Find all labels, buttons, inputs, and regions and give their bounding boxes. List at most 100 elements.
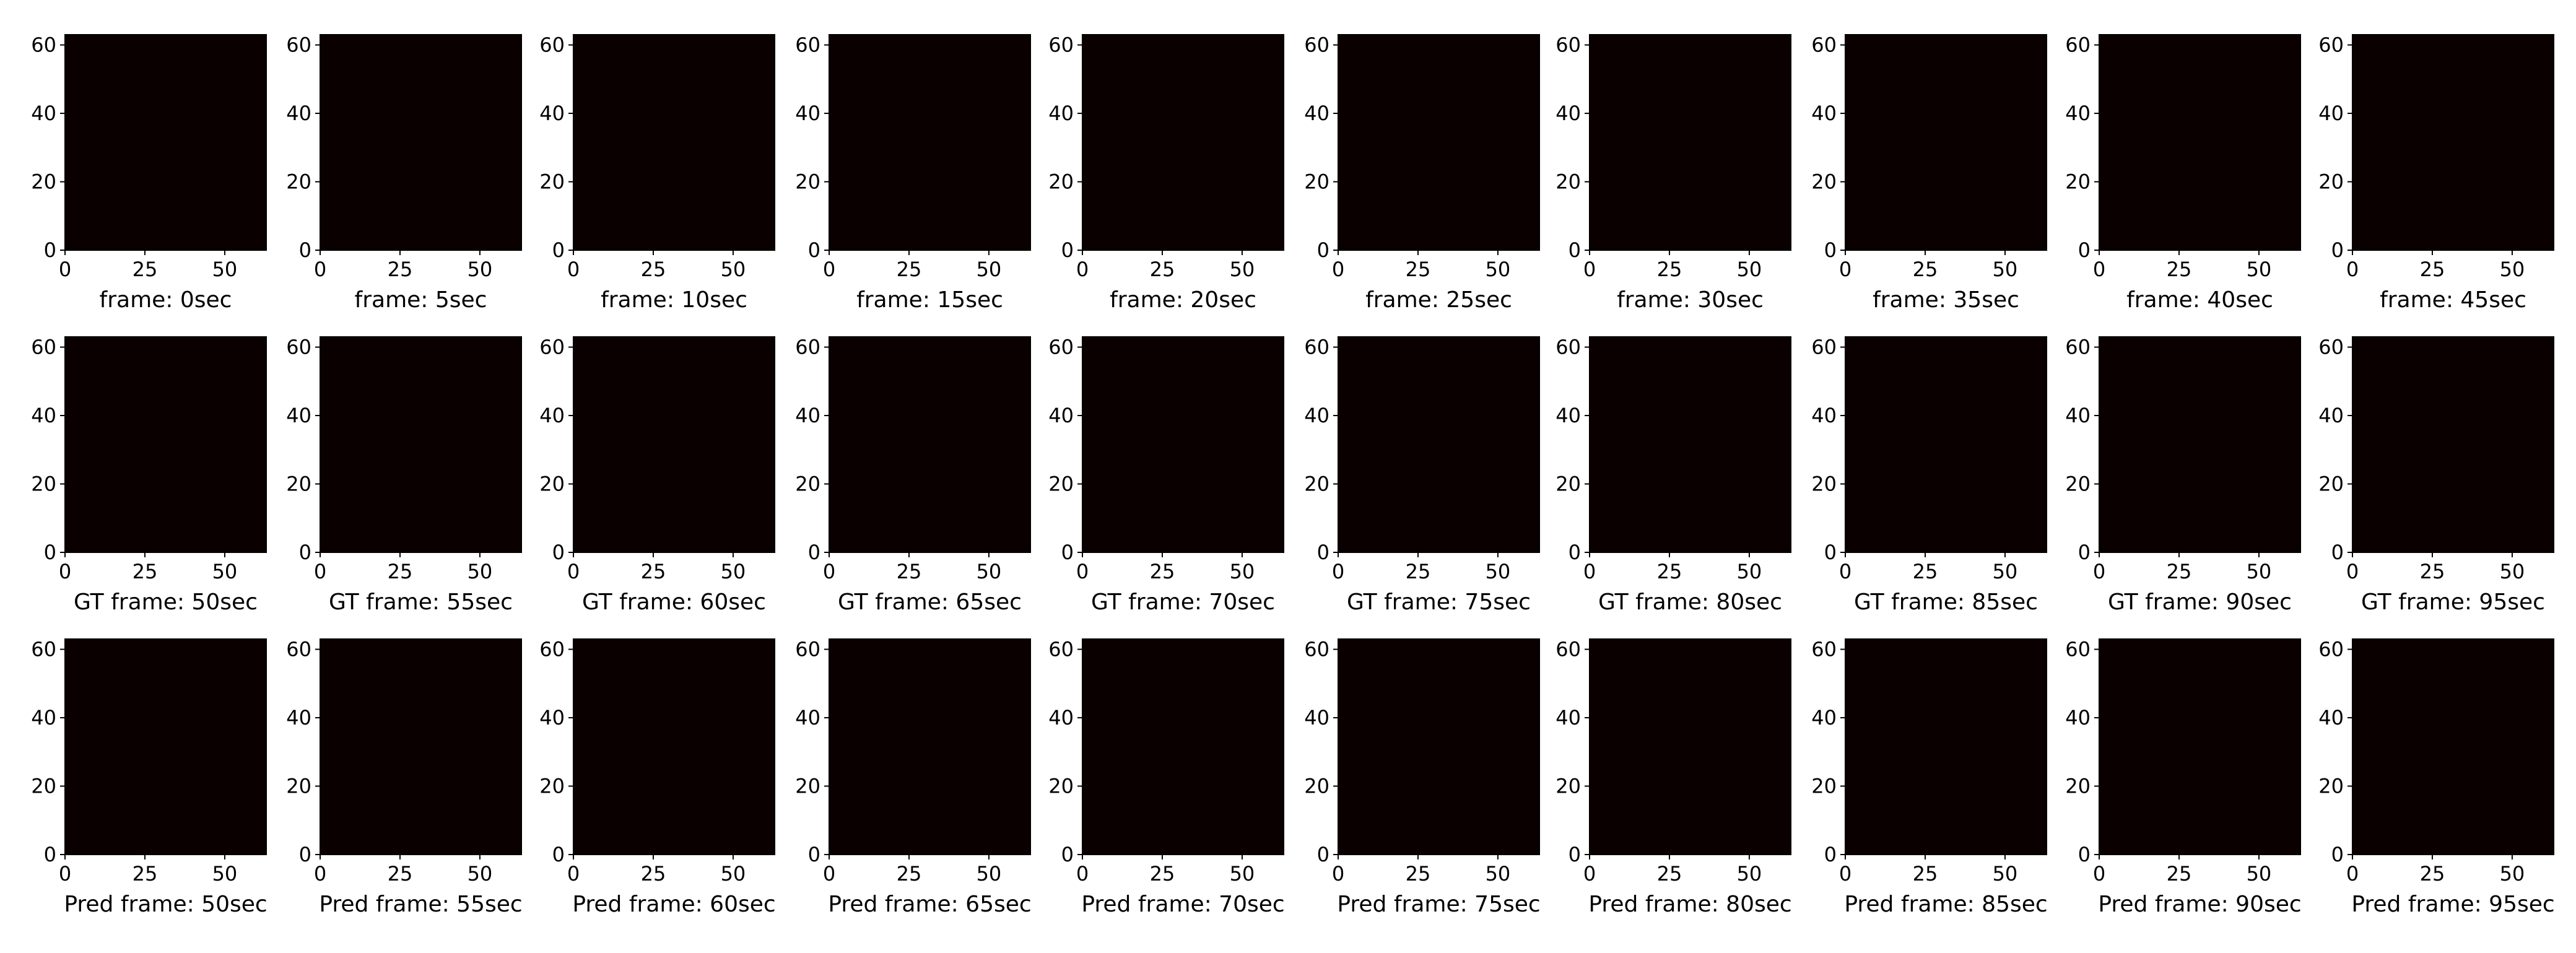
- panel-caption: GT frame: 50sec: [74, 590, 258, 615]
- heatmap-panel: 0 20 40 60 0 25 50 frame: 25sec: [1304, 33, 1540, 313]
- x-tick-label: 25: [2167, 862, 2192, 886]
- y-tick-label: 20: [1048, 170, 1074, 194]
- y-tick-label: 40: [1556, 102, 1581, 125]
- lower-dark-region: [2099, 716, 2300, 855]
- x-tick-label: 25: [133, 560, 158, 583]
- heatmap-panel: 0 20 40 60 0 25 50 Pred frame: 70sec: [1048, 638, 1284, 917]
- x-tick-label: 25: [897, 560, 922, 583]
- heatmap-image: [320, 35, 521, 250]
- x-tick-label: 50: [1230, 862, 1255, 886]
- x-tick-label: 25: [133, 862, 158, 886]
- x-tick-label: 0: [1332, 560, 1344, 583]
- x-tick-label: 25: [2167, 560, 2192, 583]
- heatmap-panel: 0 20 40 60 0 25 50 Pred frame: 80sec: [1556, 638, 1791, 917]
- y-tick-label: 60: [2318, 33, 2344, 57]
- x-tick-label: 50: [1486, 862, 1511, 886]
- heatmap-image: [65, 337, 266, 552]
- y-tick-label: 60: [31, 336, 56, 359]
- y-tick-label: 20: [1304, 775, 1329, 798]
- lower-dark-region: [2099, 112, 2300, 250]
- y-tick-label: 0: [1824, 541, 1837, 564]
- y-tick-label: 60: [286, 638, 311, 661]
- y-tick-label: 60: [1304, 638, 1329, 661]
- y-tick-label: 0: [1317, 843, 1329, 866]
- y-tick-label: 60: [1556, 33, 1581, 57]
- axes-frame: [1082, 34, 1284, 251]
- heatmap-panel: 0 20 40 60 0 25 50 Pred frame: 85sec: [1811, 638, 2047, 917]
- axes-frame: [1845, 336, 2047, 553]
- x-tick-label: 25: [1150, 258, 1175, 281]
- x-tick-label: 0: [59, 258, 71, 281]
- x-tick-label: 0: [2346, 862, 2359, 886]
- panel-caption: frame: 20sec: [1110, 287, 1256, 313]
- heatmap-panel: 0 20 40 60 0 25 50 Pred frame: 65sec: [795, 638, 1031, 917]
- axes-frame: [573, 336, 775, 553]
- x-tick-label: 50: [2500, 862, 2525, 886]
- x-tick-label: 50: [2500, 560, 2525, 583]
- heatmap-panel: 0 20 40 60 0 25 50 frame: 10sec: [539, 33, 775, 313]
- y-tick-label: 40: [1556, 706, 1581, 729]
- heatmap-panel: 0 20 40 60 0 25 50 Pred frame: 75sec: [1304, 638, 1540, 917]
- panel-caption: GT frame: 60sec: [582, 590, 766, 615]
- axes-frame: [2352, 638, 2554, 855]
- x-tick-label: 50: [1230, 560, 1255, 583]
- y-tick-label: 40: [31, 102, 56, 125]
- y-tick-label: 40: [1304, 404, 1329, 427]
- y-tick-label: 0: [1317, 541, 1329, 564]
- x-tick-label: 0: [1583, 862, 1596, 886]
- y-tick-label: 20: [539, 170, 565, 194]
- panel-caption: frame: 45sec: [2380, 287, 2526, 313]
- y-tick-label: 40: [1811, 706, 1837, 729]
- x-tick-label: 50: [1737, 862, 1762, 886]
- heatmap-panel: 0 20 40 60 0 25 50 GT frame: 90sec: [2065, 336, 2301, 615]
- x-tick-label: 25: [1657, 560, 1682, 583]
- panel-caption: Pred frame: 55sec: [319, 892, 522, 917]
- y-tick-label: 0: [2078, 238, 2091, 262]
- axes-frame: [1338, 34, 1540, 251]
- heatmap-image: [829, 639, 1030, 855]
- y-tick-label: 20: [2318, 170, 2344, 194]
- heatmap-panel: 0 20 40 60 0 25 50 frame: 40sec: [2065, 33, 2301, 313]
- y-tick-label: 60: [2318, 336, 2344, 359]
- y-tick-label: 60: [31, 33, 56, 57]
- axes-frame: [1589, 336, 1791, 553]
- x-tick-label: 50: [2247, 560, 2272, 583]
- x-tick-label: 25: [1406, 862, 1431, 886]
- y-tick-label: 0: [552, 541, 565, 564]
- x-tick-label: 25: [1657, 862, 1682, 886]
- y-tick-label: 20: [31, 775, 56, 798]
- axes-frame: [1338, 638, 1540, 855]
- y-tick-label: 0: [1569, 843, 1581, 866]
- y-tick-label: 40: [1048, 706, 1074, 729]
- axes-frame: [2352, 336, 2554, 553]
- heatmap-image: [829, 35, 1030, 250]
- y-tick-label: 60: [286, 336, 311, 359]
- lower-dark-region: [65, 414, 266, 552]
- y-tick-label: 40: [1048, 102, 1074, 125]
- axes-frame: [1338, 336, 1540, 553]
- heatmap-image: [2352, 35, 2554, 250]
- heatmap-image: [2099, 337, 2300, 552]
- y-tick-label: 20: [1556, 775, 1581, 798]
- heatmap-panel: 0 20 40 60 0 25 50 frame: 5sec: [286, 33, 522, 313]
- y-tick-label: 0: [2331, 238, 2344, 262]
- y-tick-label: 20: [1811, 170, 1837, 194]
- panel-caption: Pred frame: 90sec: [2098, 892, 2301, 917]
- x-tick-label: 0: [1583, 258, 1596, 281]
- y-tick-label: 0: [808, 238, 820, 262]
- y-tick-label: 60: [2318, 638, 2344, 661]
- heatmap-image: [2352, 639, 2554, 855]
- x-tick-label: 25: [2420, 560, 2445, 583]
- y-tick-label: 40: [1304, 102, 1329, 125]
- y-tick-label: 60: [1556, 638, 1581, 661]
- x-tick-label: 0: [567, 258, 580, 281]
- y-tick-label: 60: [1811, 33, 1837, 57]
- panel-caption: Pred frame: 85sec: [1844, 892, 2047, 917]
- axes-frame: [573, 638, 775, 855]
- lower-dark-region: [1082, 414, 1284, 552]
- panel-caption: GT frame: 55sec: [329, 590, 513, 615]
- panel-caption: Pred frame: 50sec: [64, 892, 267, 917]
- x-tick-label: 0: [1076, 258, 1089, 281]
- x-tick-label: 25: [2167, 258, 2192, 281]
- heatmap-image: [1845, 639, 2047, 855]
